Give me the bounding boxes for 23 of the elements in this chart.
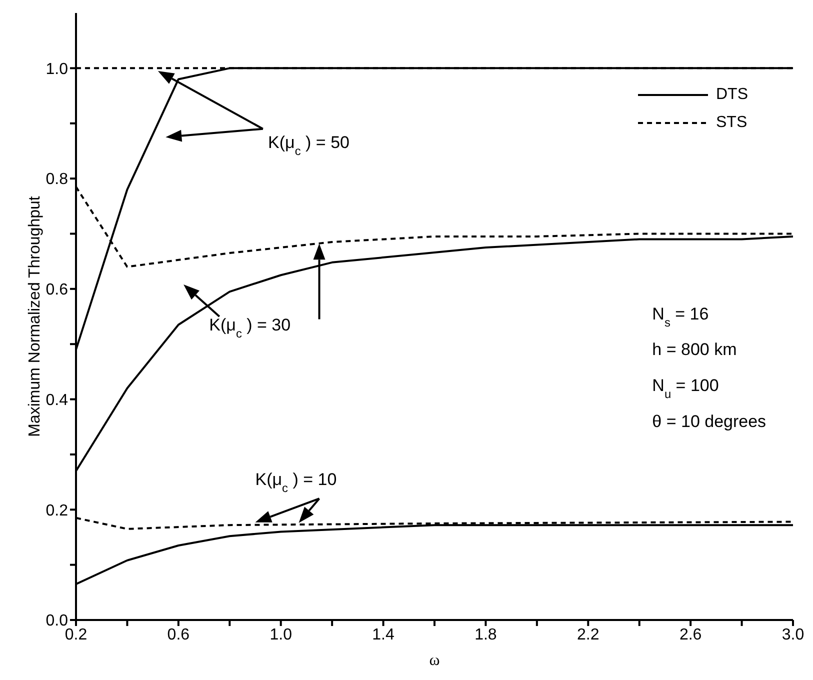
annotation: N$_{u}$ = 100	[652, 376, 719, 401]
x-tick-label: 2.6	[679, 626, 702, 644]
x-tick-label: 2.2	[577, 626, 600, 644]
y-tick-label: 1.0	[46, 60, 68, 78]
x-tick-label: 1.4	[372, 626, 395, 644]
legend-label: STS	[716, 114, 748, 132]
y-tick-label: 0.2	[46, 502, 68, 520]
annotation: h = 800 km	[652, 340, 737, 360]
annotation: K(μ$_{c}$) = 30	[209, 315, 291, 340]
annotation: K(μ$_{c}$) = 10	[255, 470, 337, 495]
annotation: N$_{s}$ = 16	[652, 304, 709, 330]
y-tick-label: 0.4	[46, 392, 68, 409]
x-tick-label: 0.6	[167, 626, 190, 644]
x-tick-label: 1.8	[474, 626, 497, 644]
annotation: θ = 10 degrees	[652, 412, 766, 431]
x-axis-title: ω	[429, 652, 440, 669]
x-tick-label: 3.0	[782, 626, 804, 644]
y-axis-title: Maximum Normalized Throughput	[26, 196, 44, 437]
annotation: K(μ$_{c}$) = 50	[268, 133, 350, 158]
y-tick-label: 0.6	[46, 282, 68, 299]
x-tick-label: 1.0	[270, 626, 292, 644]
legend-label: DTS	[716, 86, 748, 104]
y-tick-label: 0.8	[46, 171, 68, 188]
